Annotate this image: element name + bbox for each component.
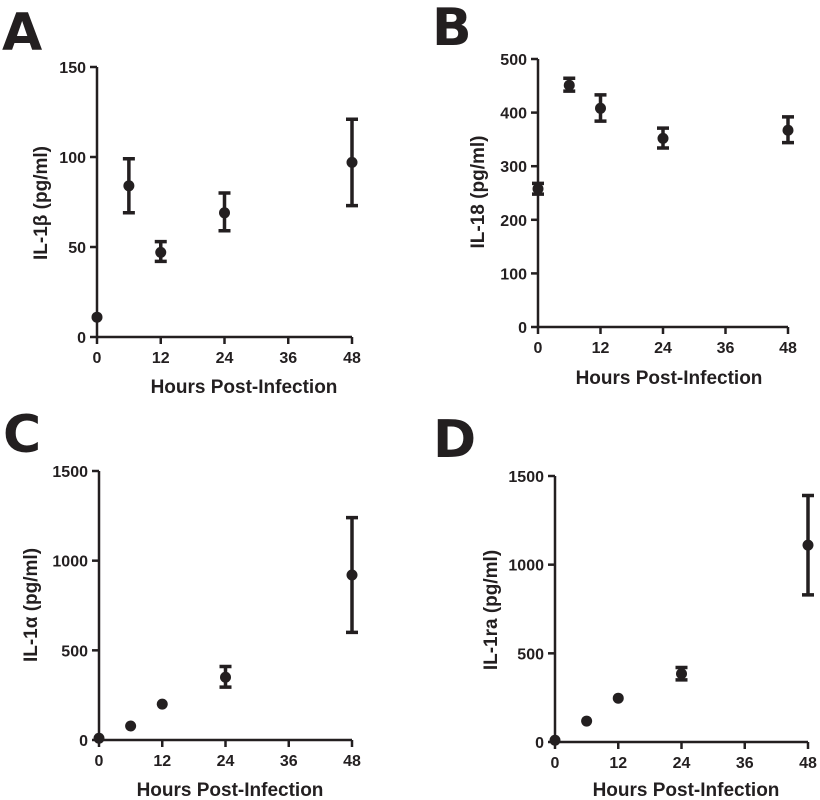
panel-c-x-tick-label: 48	[343, 753, 361, 770]
panel-c-x-axis-title: Hours Post-Infection	[137, 780, 324, 800]
panel-d-x-tick-label: 12	[609, 755, 627, 772]
panel-b-x-tick-label: 48	[779, 340, 797, 357]
panel-d-data-point	[612, 692, 624, 704]
panel-d-data-point	[549, 734, 561, 746]
panel-a-y-axis-title: IL-1β (pg/ml)	[31, 146, 52, 260]
panel-b-data-point	[563, 79, 575, 91]
panel-a-x-tick-label: 36	[279, 350, 297, 367]
panel-a: A Hours Post-Infection IL-1β (pg/ml) 0 50…	[2, 3, 361, 398]
panel-b: B Hours Post-Infection IL-18 (pg/ml) 0 10…	[432, 0, 797, 389]
panel-a-y-tick-label: 100	[59, 150, 86, 167]
panel-a-data-point	[219, 207, 230, 219]
panel-c-data-point	[346, 569, 358, 581]
panel-d-x-tick-label: 0	[551, 755, 560, 772]
panel-a-letter: A	[2, 3, 42, 63]
panel-d-y-tick-label: 1000	[508, 558, 544, 575]
panel-c-y-tick-label: 1000	[52, 554, 88, 571]
panel-c-y-tick-label: 1500	[52, 464, 88, 481]
panel-d-x-tick-label: 48	[799, 755, 817, 772]
panel-b-x-tick-label: 24	[654, 340, 672, 357]
panel-b-x-tick-label: 12	[592, 340, 610, 357]
panel-a-x-tick-label: 24	[216, 350, 234, 367]
panel-b-data-point	[782, 124, 794, 136]
panel-b-x-axis-title: Hours Post-Infection	[576, 368, 763, 389]
panel-d-y-axis-title: IL-1ra (pg/ml)	[481, 550, 502, 670]
panel-d: D Hours Post-Infection IL-1ra (pg/ml) 0 5…	[433, 410, 817, 800]
panel-b-data-point	[595, 102, 606, 114]
panel-b-y-axis-title: IL-18 (pg/ml)	[468, 136, 489, 249]
panel-d-data-point	[676, 668, 687, 680]
panel-d-y-tick-label: 0	[535, 735, 544, 752]
panel-b-x-tick-label: 0	[534, 340, 543, 357]
panel-c-x-tick-label: 0	[95, 753, 104, 770]
panel-d-y-tick-label: 500	[517, 646, 544, 663]
panel-c: C Hours Post-Infection IL-1α (pg/ml) 0 50…	[3, 405, 361, 800]
panel-d-data-point	[802, 539, 814, 551]
panel-a-data-point	[346, 156, 358, 168]
panel-b-data-point	[657, 132, 669, 144]
panel-d-x-axis-title: Hours Post-Infection	[593, 780, 780, 800]
panel-d-x-tick-label: 24	[673, 755, 691, 772]
panel-a-data-point	[123, 180, 135, 192]
panel-d-letter: D	[433, 410, 476, 470]
panel-b-data-point	[532, 183, 544, 195]
panel-a-x-tick-label: 12	[152, 350, 170, 367]
panel-b-y-tick-label: 500	[500, 52, 527, 69]
panel-a-y-tick-label: 0	[77, 330, 86, 347]
panel-a-x-tick-label: 0	[93, 350, 102, 367]
panel-b-letter: B	[432, 0, 472, 58]
panel-b-y-tick-label: 400	[500, 106, 527, 123]
panel-d-x-tick-label: 36	[736, 755, 754, 772]
panel-b-y-tick-label: 200	[500, 213, 527, 230]
panel-a-y-tick-label: 150	[59, 60, 86, 77]
panel-d-y-tick-label: 1500	[508, 469, 544, 486]
panel-b-y-tick-label: 0	[518, 320, 527, 337]
panel-d-data-point	[581, 715, 593, 727]
panel-b-x-tick-label: 36	[717, 340, 735, 357]
panel-c-data-point	[125, 720, 137, 732]
panel-b-y-tick-label: 300	[500, 159, 527, 176]
panel-a-y-tick-label: 50	[68, 240, 86, 257]
panel-c-y-tick-label: 0	[79, 733, 88, 750]
panel-c-letter: C	[3, 405, 41, 465]
panel-a-data-point	[155, 246, 167, 258]
panel-a-x-tick-label: 48	[343, 350, 361, 367]
panel-c-x-tick-label: 36	[280, 753, 298, 770]
panel-c-data-point	[220, 671, 231, 683]
panel-b-y-tick-label: 100	[500, 266, 527, 283]
panel-c-data-point	[93, 732, 105, 744]
panel-c-x-tick-label: 12	[153, 753, 171, 770]
panel-c-x-tick-label: 24	[217, 753, 235, 770]
panel-c-data-point	[156, 698, 168, 710]
panel-c-y-axis-title: IL-1α (pg/ml)	[21, 548, 42, 662]
panel-a-data-point	[91, 311, 103, 323]
panel-a-x-axis-title: Hours Post-Infection	[151, 377, 338, 398]
panel-c-y-tick-label: 500	[61, 643, 88, 660]
